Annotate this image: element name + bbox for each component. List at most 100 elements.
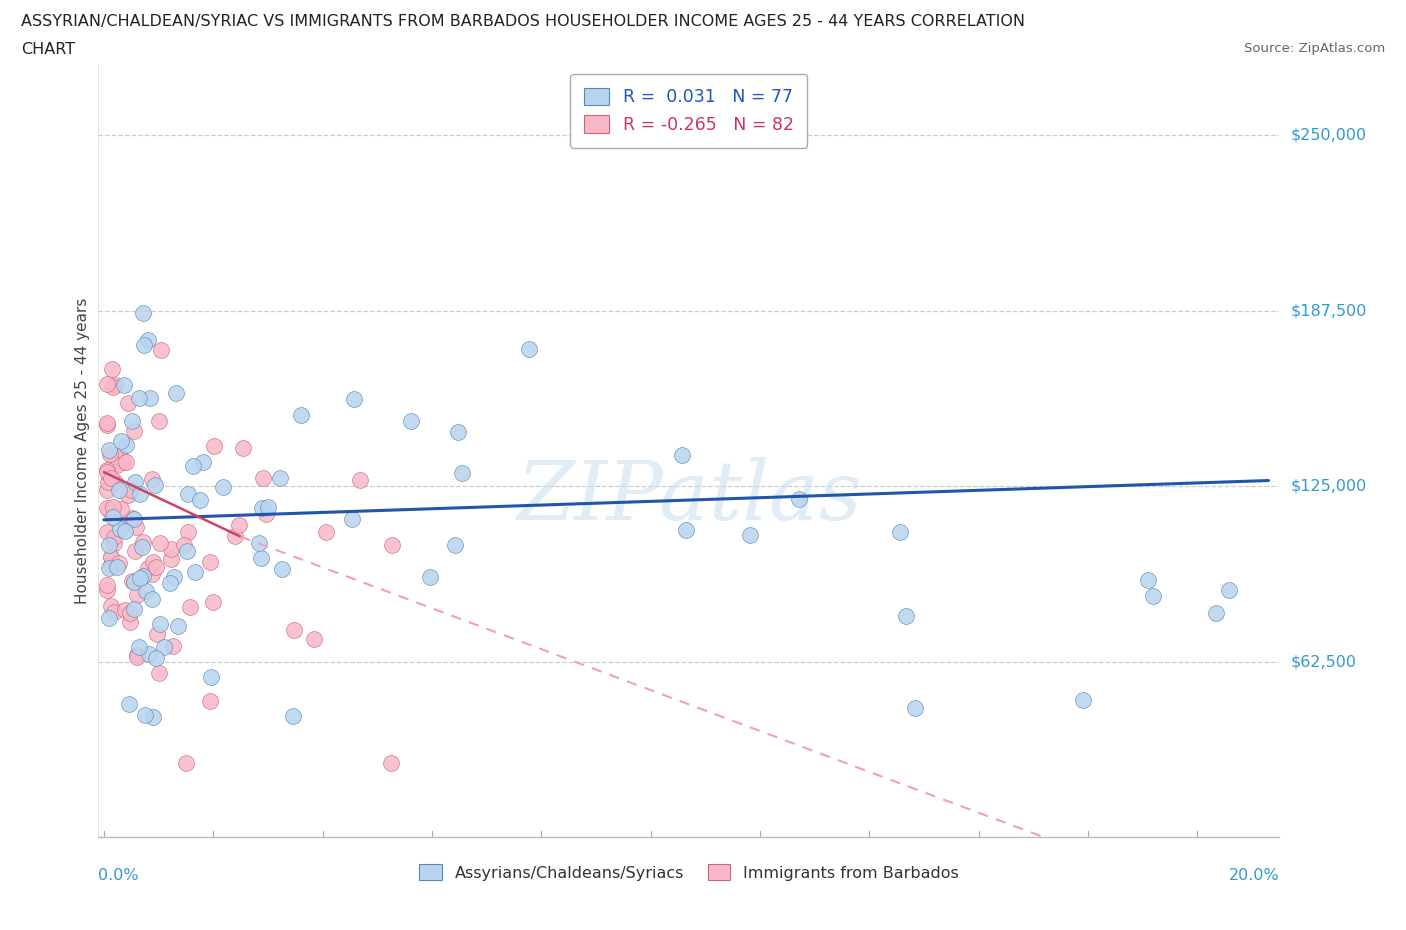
Point xyxy=(118,615,141,630)
Point xyxy=(162,638,184,653)
Point xyxy=(136,333,159,348)
Point xyxy=(252,471,274,485)
Point xyxy=(165,386,187,401)
Y-axis label: Householder Income Ages 25 - 44 years: Householder Income Ages 25 - 44 years xyxy=(75,298,90,604)
Point xyxy=(343,392,366,406)
Point xyxy=(254,507,277,522)
Point xyxy=(167,619,190,634)
Point xyxy=(117,396,139,411)
Point xyxy=(160,551,183,566)
Point xyxy=(117,487,139,502)
Point xyxy=(103,536,125,551)
Point xyxy=(103,499,125,514)
Point xyxy=(101,362,124,377)
Point xyxy=(129,570,152,585)
Point xyxy=(401,414,423,429)
Point xyxy=(96,376,118,391)
Point xyxy=(135,583,157,598)
Point xyxy=(149,617,172,631)
Point xyxy=(212,480,235,495)
Point xyxy=(142,554,165,569)
Point xyxy=(419,569,441,584)
Text: 20.0%: 20.0% xyxy=(1229,868,1279,883)
Point xyxy=(98,443,121,458)
Point xyxy=(177,525,200,539)
Point xyxy=(114,455,136,470)
Point xyxy=(96,418,118,432)
Point xyxy=(98,538,121,552)
Point xyxy=(153,640,176,655)
Point xyxy=(228,517,250,532)
Text: $62,500: $62,500 xyxy=(1291,654,1357,669)
Point xyxy=(174,755,197,770)
Point xyxy=(103,604,125,619)
Point xyxy=(290,408,312,423)
Point xyxy=(143,478,166,493)
Point xyxy=(121,414,143,429)
Point xyxy=(671,447,693,462)
Point xyxy=(150,343,173,358)
Point xyxy=(349,472,371,487)
Point xyxy=(96,582,118,597)
Legend: Assyrians/Chaldeans/Syriacs, Immigrants from Barbados: Assyrians/Chaldeans/Syriacs, Immigrants … xyxy=(413,857,965,887)
Point xyxy=(380,756,402,771)
Point xyxy=(96,483,118,498)
Point xyxy=(148,413,170,428)
Point xyxy=(128,391,150,405)
Point xyxy=(100,599,122,614)
Point xyxy=(138,391,160,405)
Point xyxy=(104,449,127,464)
Point xyxy=(127,647,149,662)
Point xyxy=(201,594,224,609)
Text: 0.0%: 0.0% xyxy=(98,868,139,883)
Point xyxy=(97,474,120,489)
Point xyxy=(257,499,280,514)
Point xyxy=(104,475,127,490)
Point xyxy=(121,573,143,588)
Point xyxy=(105,560,128,575)
Point xyxy=(184,565,207,579)
Point xyxy=(96,463,118,478)
Point xyxy=(96,525,118,539)
Point xyxy=(342,512,364,526)
Text: ZIPatlas: ZIPatlas xyxy=(516,458,862,538)
Point xyxy=(100,557,122,572)
Point xyxy=(129,486,152,501)
Point xyxy=(138,646,160,661)
Point xyxy=(134,707,156,722)
Point xyxy=(114,603,136,618)
Point xyxy=(105,458,128,472)
Point xyxy=(136,561,159,576)
Point xyxy=(98,561,121,576)
Point xyxy=(163,569,186,584)
Point xyxy=(110,502,132,517)
Point xyxy=(122,424,145,439)
Text: ASSYRIAN/CHALDEAN/SYRIAC VS IMMIGRANTS FROM BARBADOS HOUSEHOLDER INCOME AGES 25 : ASSYRIAN/CHALDEAN/SYRIAC VS IMMIGRANTS F… xyxy=(21,14,1025,29)
Point xyxy=(124,475,146,490)
Point xyxy=(114,524,136,538)
Point xyxy=(100,550,122,565)
Point xyxy=(100,471,122,485)
Point xyxy=(115,514,138,529)
Point xyxy=(1071,693,1094,708)
Point xyxy=(173,538,195,552)
Point xyxy=(889,525,911,539)
Point xyxy=(122,575,145,590)
Point xyxy=(381,538,404,552)
Point xyxy=(98,502,121,517)
Point xyxy=(117,697,139,711)
Point xyxy=(148,666,170,681)
Point xyxy=(517,341,540,356)
Point xyxy=(132,535,155,550)
Point xyxy=(103,379,125,394)
Point xyxy=(200,693,222,708)
Point xyxy=(740,527,762,542)
Point xyxy=(125,650,148,665)
Point xyxy=(115,437,138,452)
Point xyxy=(271,562,294,577)
Point xyxy=(118,605,141,620)
Point xyxy=(132,568,155,583)
Point xyxy=(177,486,200,501)
Point xyxy=(131,539,153,554)
Point xyxy=(111,455,134,470)
